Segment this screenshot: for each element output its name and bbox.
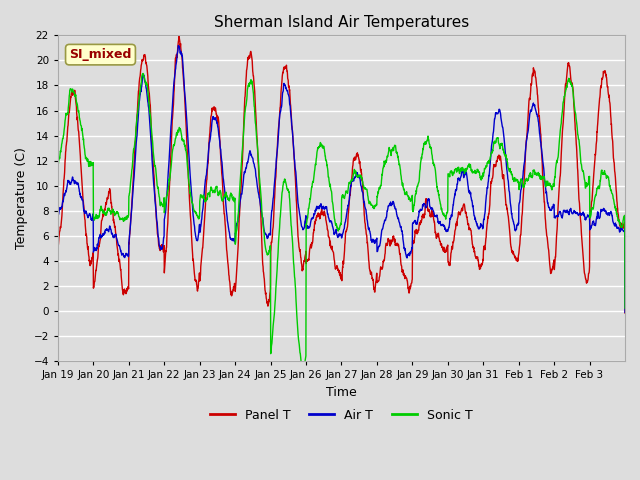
Y-axis label: Temperature (C): Temperature (C) [15, 147, 28, 249]
Line: Air T: Air T [58, 46, 625, 312]
Sonic T [621, 305, 629, 311]
Sonic T [234, 223, 241, 228]
Sonic T [54, 159, 62, 165]
Line: Panel T: Panel T [58, 35, 625, 313]
Panel T [621, 310, 629, 316]
Sonic T [545, 181, 552, 187]
Panel T [545, 246, 552, 252]
Sonic T [300, 367, 307, 372]
Air T [613, 225, 621, 230]
Panel T [376, 273, 383, 278]
Sonic T [376, 186, 384, 192]
Legend: Panel T, Air T, Sonic T: Panel T, Air T, Sonic T [205, 404, 478, 427]
Air T [175, 43, 182, 48]
Air T [545, 204, 552, 209]
Air T [111, 233, 118, 239]
Panel T [613, 200, 621, 205]
Panel T [513, 258, 520, 264]
Air T [234, 220, 241, 226]
Panel T [111, 224, 118, 230]
Air T [376, 243, 383, 249]
Sonic T [111, 213, 118, 218]
Sonic T [614, 214, 621, 219]
Text: SI_mixed: SI_mixed [69, 48, 132, 61]
Air T [513, 227, 520, 232]
Title: Sherman Island Air Temperatures: Sherman Island Air Temperatures [214, 15, 469, 30]
Panel T [54, 244, 62, 250]
Panel T [175, 32, 183, 38]
Sonic T [513, 177, 520, 183]
Air T [621, 310, 629, 315]
Air T [54, 213, 62, 219]
Sonic T [139, 71, 147, 76]
Line: Sonic T: Sonic T [58, 73, 625, 370]
Panel T [234, 260, 241, 266]
X-axis label: Time: Time [326, 386, 357, 399]
